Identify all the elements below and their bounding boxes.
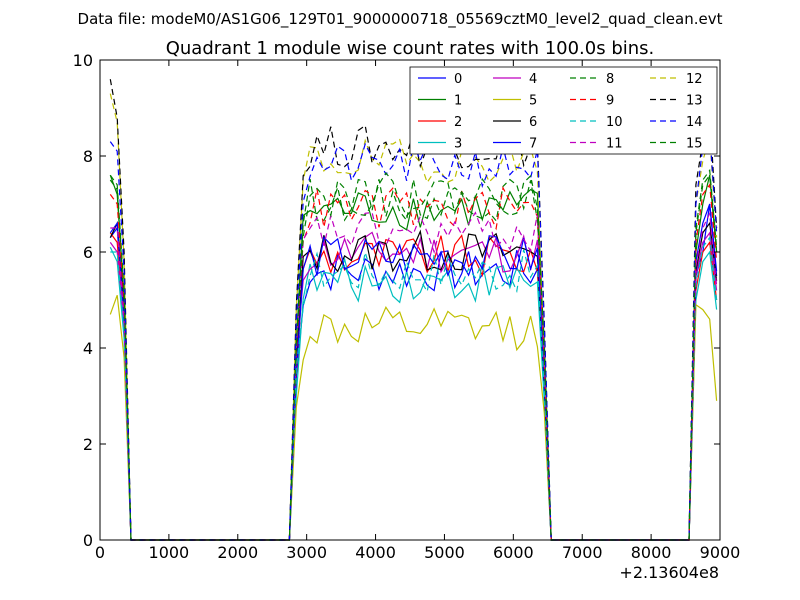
series-line-6 <box>109 220 718 541</box>
series-line-7 <box>109 203 718 541</box>
x-tick-label: 4000 <box>355 543 396 562</box>
y-tick-label: 4 <box>83 339 93 358</box>
y-tick-label: 0 <box>83 531 93 550</box>
series-line-15 <box>109 168 718 541</box>
series-line-10 <box>110 235 718 541</box>
legend-label-5: 5 <box>529 94 537 109</box>
legend-label-10: 10 <box>606 115 623 130</box>
series-line-11 <box>110 211 718 541</box>
legend-label-8: 8 <box>606 72 614 87</box>
legend-label-0: 0 <box>454 72 462 87</box>
x-tick-label: 9000 <box>700 543 741 562</box>
series-line-2 <box>109 232 718 541</box>
series-line-0 <box>109 203 718 541</box>
figure-suptitle: Data file: modeM0/AS1G06_129T01_90000007… <box>78 10 723 29</box>
x-tick-label: 7000 <box>562 543 603 562</box>
series-line-14 <box>109 129 718 541</box>
y-tick-label: 6 <box>83 243 93 262</box>
legend-box <box>409 66 718 155</box>
x-tick-label: 8000 <box>631 543 672 562</box>
x-tick-label: 6000 <box>493 543 534 562</box>
legend-label-1: 1 <box>454 94 462 109</box>
x-axis-offset-label: +2.13604e8 <box>619 563 719 582</box>
legend-label-3: 3 <box>454 137 462 152</box>
legend-label-4: 4 <box>529 72 537 87</box>
legend-label-7: 7 <box>529 137 537 152</box>
axes-frame <box>99 59 721 541</box>
legend-label-11: 11 <box>606 137 623 152</box>
legend-label-12: 12 <box>686 72 703 87</box>
legend-label-15: 15 <box>686 137 703 152</box>
y-tick-label: 8 <box>83 147 93 166</box>
legend-label-13: 13 <box>686 94 703 109</box>
x-tick-label: 0 <box>95 543 105 562</box>
chart-title: Quadrant 1 module wise count rates with … <box>166 38 655 59</box>
y-tick-label: 2 <box>83 435 93 454</box>
legend-label-14: 14 <box>686 115 703 130</box>
legend-label-2: 2 <box>454 115 462 130</box>
axis-ticks-group: 0 1000 2000 3000 4000 5000 6000 7000 8000 9000 0 2 4… <box>73 51 741 562</box>
series-line-3 <box>109 246 718 541</box>
x-tick-label: 5000 <box>424 543 465 562</box>
x-tick-label: 3000 <box>286 543 327 562</box>
legend-label-9: 9 <box>606 94 614 109</box>
y-tick-label: 10 <box>73 51 93 70</box>
series-line-9 <box>109 183 718 541</box>
series-line-5 <box>109 294 718 541</box>
legend-label-6: 6 <box>529 115 537 130</box>
series-line-13 <box>109 79 718 541</box>
x-tick-label: 2000 <box>217 543 258 562</box>
x-tick-label: 1000 <box>149 543 190 562</box>
